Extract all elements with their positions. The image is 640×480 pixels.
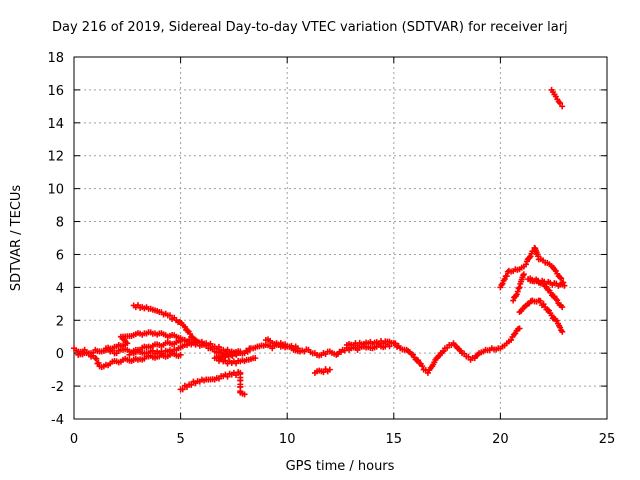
data-point: [207, 340, 214, 347]
y-tick-label: 10: [47, 183, 64, 198]
data-point: [95, 359, 102, 366]
tick-layer: 0 5 10 15 20 25 -4 -2 0 2 4 6 8 10 12 14 16 18: [47, 51, 615, 447]
data-point: [93, 355, 100, 362]
data-point: [294, 345, 301, 352]
y-tick-label: 12: [47, 150, 64, 165]
x-tick-label: 0: [70, 432, 78, 447]
x-tick-label: 5: [176, 432, 184, 447]
y-tick-label: -4: [51, 413, 64, 428]
data-point: [559, 304, 566, 311]
y-tick-label: 16: [47, 84, 64, 99]
y-tick-label: 0: [56, 347, 64, 362]
x-tick-label: 25: [599, 432, 616, 447]
data-point: [520, 271, 527, 278]
x-tick-label: 10: [279, 432, 296, 447]
data-point: [244, 348, 251, 355]
y-tick-label: 4: [56, 281, 64, 296]
data-point: [510, 297, 517, 304]
data-point: [85, 350, 92, 357]
data-point: [177, 351, 184, 358]
x-tick-label: 20: [492, 432, 509, 447]
data-point: [320, 369, 327, 376]
plot-frame: [73, 56, 608, 420]
x-axis-title: GPS time / hours: [286, 459, 395, 474]
data-point: [188, 381, 195, 388]
data-point: [222, 357, 229, 364]
data-point: [252, 355, 259, 362]
data-point: [516, 325, 523, 332]
y-tick-label: 8: [56, 216, 64, 231]
y-tick-label: 2: [56, 314, 64, 329]
data-point: [537, 297, 544, 304]
data-point: [514, 288, 521, 295]
x-tick-label: 15: [386, 432, 403, 447]
y-tick-label: 18: [47, 51, 64, 66]
data-point: [503, 273, 510, 280]
data-point: [386, 338, 393, 345]
grid-layer: [74, 57, 607, 419]
data-point: [515, 285, 522, 292]
y-axis-title: SDTVAR / TECUs: [9, 185, 24, 292]
data-point: [179, 386, 186, 393]
data-point: [501, 276, 508, 283]
y-tick-label: 6: [56, 248, 64, 263]
data-point: [166, 312, 173, 319]
data-point: [181, 323, 188, 330]
y-tick-label: 14: [47, 117, 64, 132]
data-points-layer: [71, 86, 568, 398]
data-point: [522, 261, 529, 268]
data-point: [499, 280, 506, 287]
data-point: [424, 369, 431, 376]
data-point: [392, 340, 399, 347]
data-point: [559, 328, 566, 335]
data-point: [130, 350, 137, 357]
data-point: [241, 391, 248, 398]
y-tick-label: -2: [51, 380, 64, 395]
data-point: [215, 343, 222, 350]
data-point: [557, 274, 564, 281]
data-point: [557, 100, 564, 107]
chart-title: Day 216 of 2019, Sidereal Day-to-day VTE…: [52, 20, 568, 35]
data-point: [419, 363, 426, 370]
data-point: [326, 366, 333, 373]
data-point: [558, 275, 565, 282]
data-point: [508, 337, 515, 344]
data-point: [559, 103, 566, 110]
